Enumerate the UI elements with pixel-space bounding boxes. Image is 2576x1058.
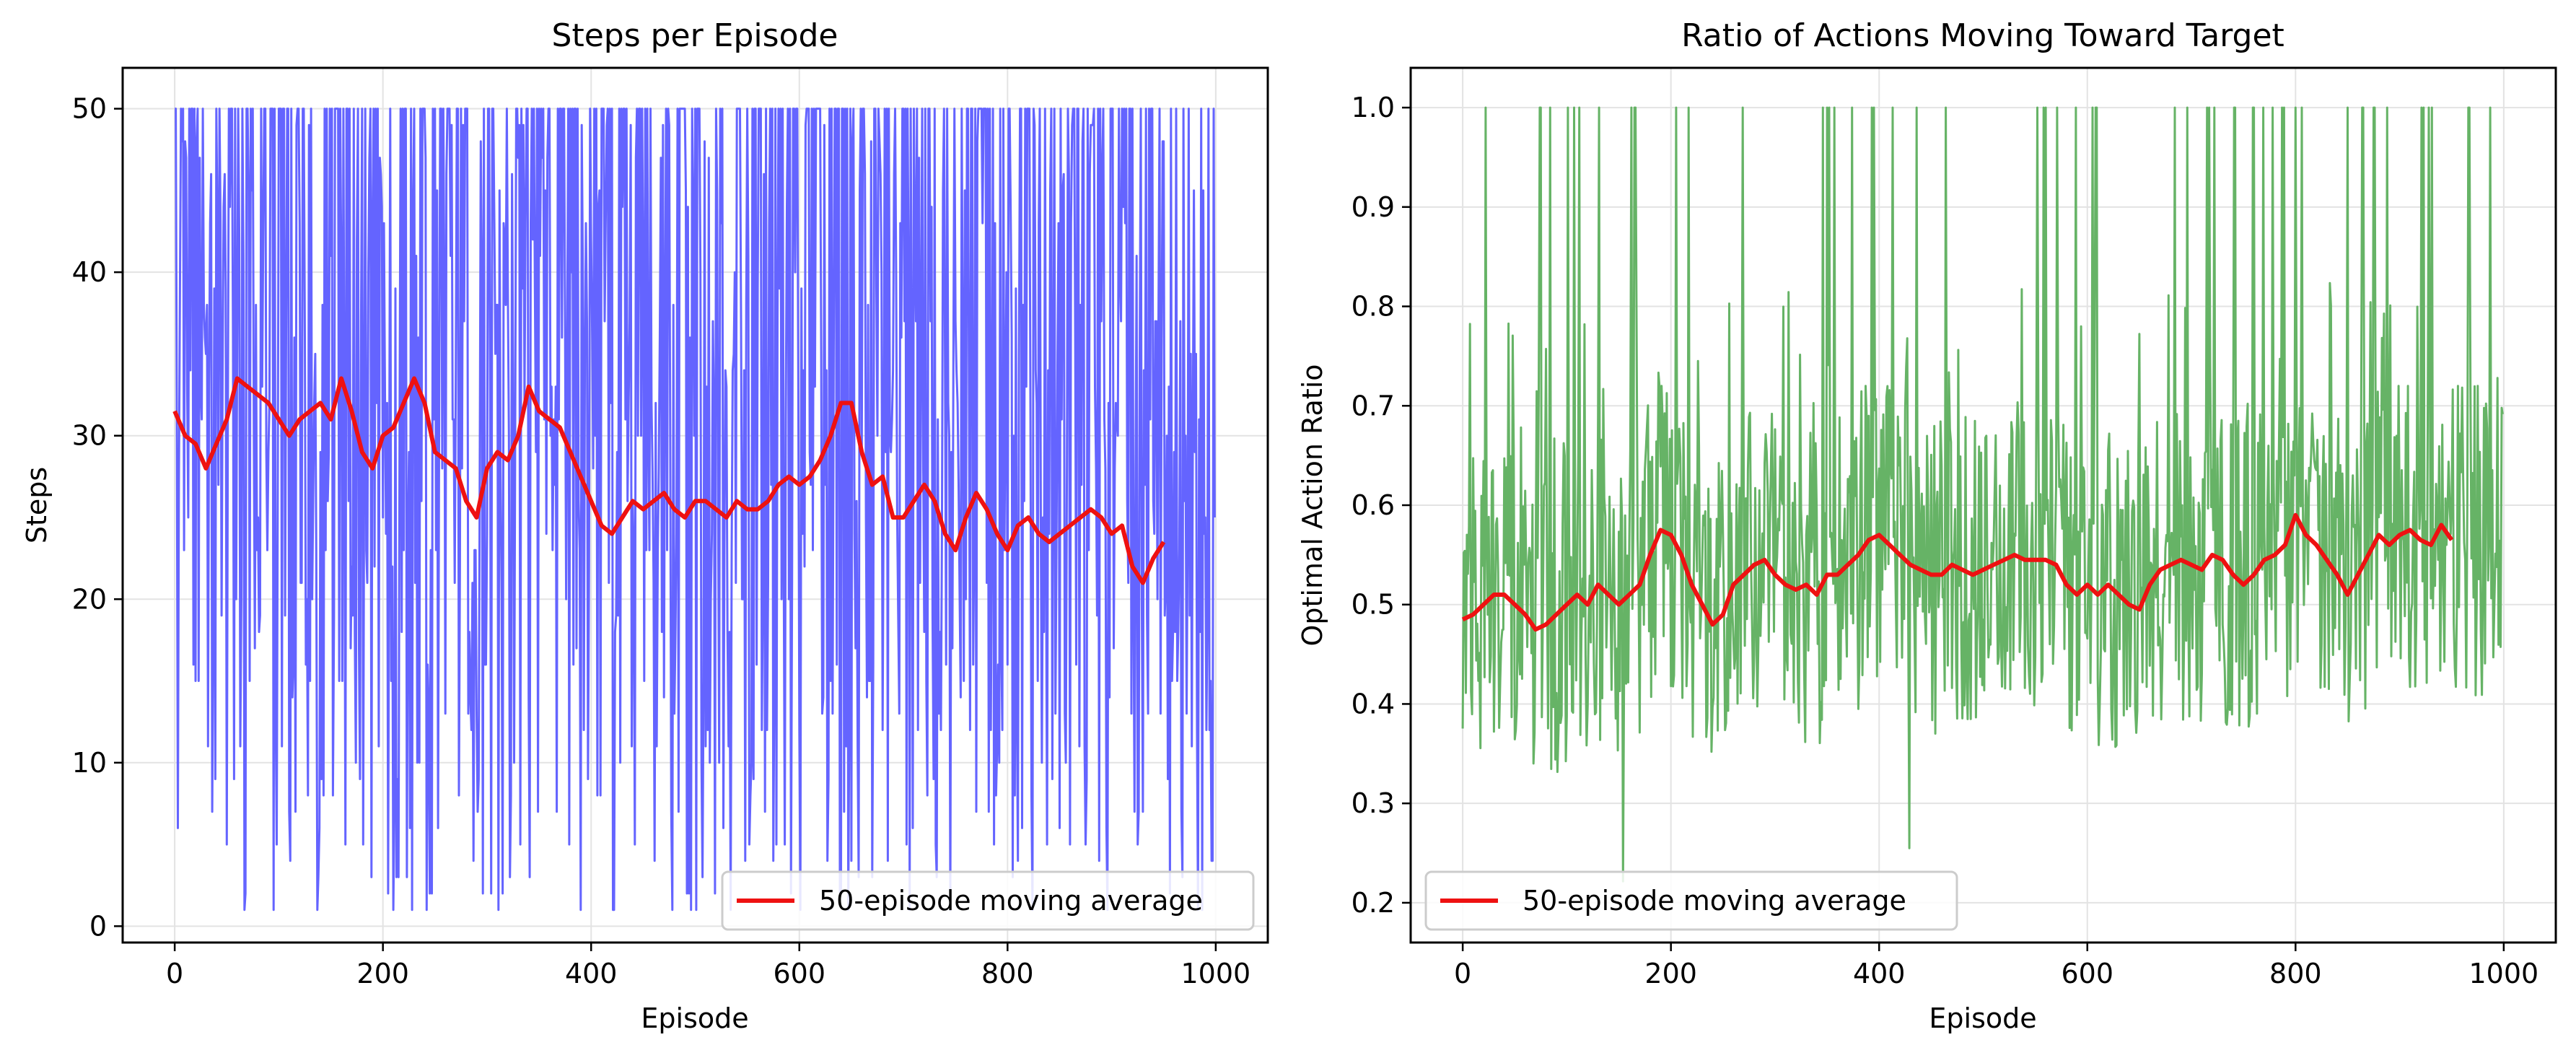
steps-x-tick-label: 0 [166, 958, 183, 989]
steps-x-ticks: 0 200 400 600 800 1000 [166, 943, 1250, 989]
ratio-x-axis-label: Episode [1929, 1002, 2036, 1034]
steps-legend-box [721, 870, 1255, 931]
steps-x-tick-label: 800 [981, 958, 1034, 989]
ratio-x-tick-label: 200 [1644, 958, 1697, 989]
ratio-x-ticks: 0 200 400 600 800 1000 [1454, 943, 2538, 989]
steps-legend: 50-episode moving average [721, 870, 1255, 931]
steps-raw-line [175, 108, 1216, 911]
steps-y-tick-label: 20 [72, 583, 107, 615]
steps-y-axis-label: Steps [21, 467, 53, 543]
ratio-y-ticks: 0.2 0.3 0.4 0.5 0.6 0.7 0.8 0.9 1.0 [1351, 92, 1411, 919]
steps-chart-title: Steps per Episode [552, 17, 838, 54]
steps-x-axis-label: Episode [641, 1002, 748, 1034]
ratio-x-tick-label: 1000 [2469, 958, 2539, 989]
steps-y-ticks: 0 10 20 30 40 50 [72, 93, 123, 942]
ratio-raw-series [1461, 106, 2504, 883]
steps-y-tick-label: 0 [89, 910, 107, 942]
ratio-y-axis-label: Optimal Action Ratio [1297, 364, 1328, 646]
ratio-legend: 50-episode moving average [1424, 870, 1958, 931]
steps-raw-series [175, 108, 1216, 911]
steps-x-tick-label: 200 [356, 958, 409, 989]
ratio-moving-average-series [1461, 512, 2454, 632]
ratio-y-tick-label: 0.4 [1351, 688, 1395, 720]
steps-legend-label: 50-episode moving average [819, 885, 1203, 917]
ratio-y-tick-label: 0.9 [1351, 191, 1395, 223]
ratio-x-tick-label: 0 [1454, 958, 1471, 989]
ratio-y-tick-label: 0.7 [1351, 390, 1395, 421]
steps-y-tick-label: 40 [72, 256, 107, 288]
steps-panel: Steps per Episode 0 200 400 600 800 1000 0 10 2… [21, 17, 1269, 1034]
ratio-panel: Ratio of Actions Moving Toward Target 0 2… [1297, 17, 2557, 1034]
steps-moving-average-series [172, 376, 1166, 585]
ratio-y-tick-label: 0.6 [1351, 489, 1395, 521]
ratio-legend-label: 50-episode moving average [1523, 885, 1906, 917]
ratio-y-tick-label: 0.2 [1351, 887, 1395, 919]
steps-y-tick-label: 50 [72, 93, 107, 125]
ratio-x-tick-label: 800 [2269, 958, 2322, 989]
steps-x-tick-label: 400 [565, 958, 618, 989]
ratio-chart-title: Ratio of Actions Moving Toward Target [1681, 17, 2284, 54]
ratio-x-tick-label: 600 [2062, 958, 2114, 989]
steps-x-tick-label: 600 [774, 958, 826, 989]
ratio-x-tick-label: 400 [1853, 958, 1906, 989]
steps-plot-frame [121, 66, 1269, 944]
steps-x-tick-label: 1000 [1181, 958, 1251, 989]
ratio-y-tick-label: 1.0 [1351, 92, 1395, 123]
ratio-moving-average-line [1461, 512, 2454, 632]
steps-moving-average-line [172, 376, 1166, 585]
ratio-legend-box [1424, 870, 1958, 931]
steps-y-tick-label: 10 [72, 747, 107, 779]
ratio-raw-line [1461, 106, 2504, 883]
ratio-y-tick-label: 0.3 [1351, 787, 1395, 819]
ratio-y-tick-label: 0.8 [1351, 291, 1395, 323]
ratio-y-tick-label: 0.5 [1351, 589, 1395, 621]
steps-y-tick-label: 30 [72, 420, 107, 452]
